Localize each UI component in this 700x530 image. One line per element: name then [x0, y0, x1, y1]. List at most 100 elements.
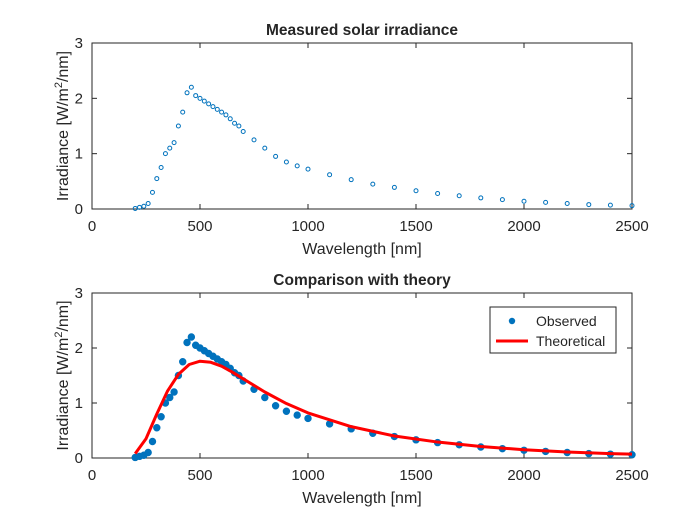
data-point — [149, 189, 155, 195]
data-point — [305, 166, 311, 172]
data-point — [132, 205, 138, 211]
x-tick-label: 1500 — [399, 467, 432, 484]
data-point — [175, 123, 181, 129]
plot-title: Measured solar irradiance — [266, 22, 458, 39]
x-axis-label: Wavelength [nm] — [302, 241, 421, 258]
x-axis-label: Wavelength [nm] — [302, 490, 421, 507]
legend: Observed Theoretical — [489, 306, 617, 354]
x-tick-label: 500 — [187, 467, 212, 484]
data-point — [166, 393, 174, 402]
x-tick-label: 1000 — [291, 218, 324, 235]
y-axis-label: Irradiance [W/m2/nm] — [53, 51, 72, 201]
plot-1: 0 500 1000 1500 2000 2500 0 1 2 3 Measured solar i… — [53, 22, 649, 258]
y-tick-label: 3 — [75, 285, 83, 302]
y-tick-label: 1 — [75, 146, 83, 163]
legend-label: Theoretical — [536, 333, 605, 349]
y-axis-label-post: /nm] — [55, 300, 72, 331]
data-point — [206, 101, 212, 107]
data-point — [170, 388, 178, 396]
x-tick-label: 2500 — [615, 218, 648, 235]
series-data — [132, 84, 635, 211]
x-tick-label: 2000 — [507, 467, 540, 484]
data-point — [543, 199, 549, 205]
data-point — [148, 437, 157, 446]
axes-box — [91, 42, 633, 210]
data-point — [183, 338, 191, 347]
y-tick-label: 2 — [75, 90, 83, 107]
data-point — [223, 112, 229, 118]
data-point — [629, 203, 635, 209]
y-tick-label: 2 — [75, 340, 83, 357]
data-point — [435, 191, 441, 197]
y-tick-label: 0 — [75, 450, 83, 467]
data-point — [214, 106, 220, 112]
data-point — [262, 145, 268, 151]
data-point — [171, 140, 177, 146]
legend-box — [489, 306, 617, 354]
y-tick-label: 3 — [75, 35, 83, 52]
x-tick-label: 1000 — [291, 467, 324, 484]
data-point — [162, 151, 168, 157]
axes-box — [91, 292, 633, 459]
y-axis-label-sup: 2 — [53, 82, 65, 88]
x-tick-label: 0 — [88, 467, 96, 484]
y-axis-label-post: /nm] — [55, 51, 72, 82]
data-point — [348, 177, 354, 183]
x-tick-label: 1500 — [399, 218, 432, 235]
data-point — [294, 163, 300, 169]
data-point — [304, 414, 312, 423]
data-point — [145, 200, 151, 206]
data-point — [370, 181, 376, 187]
data-point — [271, 402, 280, 410]
y-axis-label: Irradiance [W/m2/nm] — [53, 300, 72, 450]
legend-dot-swatch — [508, 317, 516, 325]
plot-2: 0 500 1000 1500 2000 2500 0 1 2 3 Comparison with … — [53, 272, 649, 507]
y-tick-label: 0 — [75, 201, 83, 218]
data-point — [240, 129, 246, 135]
y-axis-label-sup: 2 — [53, 332, 65, 338]
y-axis-label-pre: Irradiance [W/m — [55, 338, 72, 451]
data-point — [187, 333, 196, 341]
data-point — [327, 172, 333, 178]
data-point — [210, 104, 216, 110]
data-point — [219, 109, 225, 115]
data-point — [153, 424, 161, 432]
y-tick-label: 1 — [75, 395, 83, 412]
x-tick-label: 2000 — [507, 218, 540, 235]
data-point — [201, 98, 207, 104]
data-point — [391, 184, 397, 190]
theoretical-line — [133, 359, 633, 456]
data-point — [154, 176, 160, 182]
data-point — [282, 407, 291, 415]
data-point — [193, 93, 199, 99]
data-point — [261, 393, 269, 402]
data-point — [251, 137, 257, 143]
x-tick-label: 500 — [187, 218, 212, 235]
data-point — [236, 123, 242, 129]
data-point — [293, 411, 301, 419]
x-tick-label: 2500 — [615, 467, 648, 484]
data-point — [141, 203, 147, 209]
data-point — [188, 84, 194, 90]
series-theoretical — [133, 359, 633, 456]
data-point — [283, 159, 289, 165]
data-point — [607, 202, 613, 208]
x-tick-label: 0 — [88, 218, 96, 235]
data-point — [586, 202, 592, 208]
data-point — [180, 109, 186, 115]
data-point — [478, 195, 484, 201]
data-point — [413, 188, 419, 194]
data-point — [158, 165, 164, 170]
data-point — [273, 153, 279, 159]
data-point — [184, 90, 190, 96]
data-point — [227, 116, 233, 122]
plot-title: Comparison with theory — [273, 272, 451, 289]
data-point — [157, 413, 165, 421]
data-point — [232, 120, 238, 126]
data-point — [137, 204, 143, 210]
data-point — [499, 197, 505, 203]
data-point — [167, 145, 173, 151]
y-axis-label-pre: Irradiance [W/m — [55, 88, 72, 201]
